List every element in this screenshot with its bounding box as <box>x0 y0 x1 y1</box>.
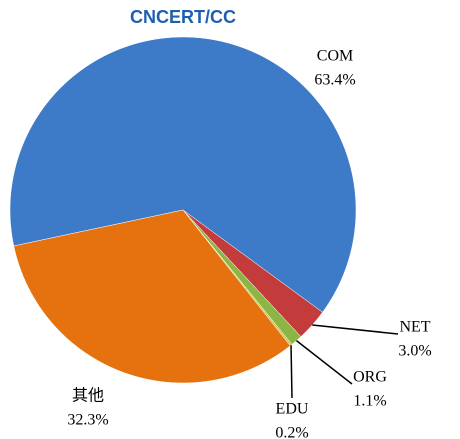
leader-line <box>312 324 399 335</box>
slice-value-label: 32.3% <box>67 412 108 429</box>
slice-label: EDU <box>276 401 309 418</box>
slice-label: ORG <box>353 369 387 386</box>
leader-line <box>290 345 293 399</box>
slice-value-label: 1.1% <box>353 393 386 410</box>
slice-label: 其他 <box>72 387 104 405</box>
slice-label: NET <box>399 319 430 336</box>
pie-slice <box>9 36 357 313</box>
slice-value-label: 0.2% <box>275 425 308 439</box>
pie-slice <box>13 209 291 384</box>
leader-line <box>295 340 353 385</box>
slice-value-label: 3.0% <box>398 343 431 360</box>
slice-label: COM <box>317 48 353 65</box>
chart-title: CNCERT/CC <box>130 7 236 27</box>
slice-value-label: 63.4% <box>314 72 355 89</box>
